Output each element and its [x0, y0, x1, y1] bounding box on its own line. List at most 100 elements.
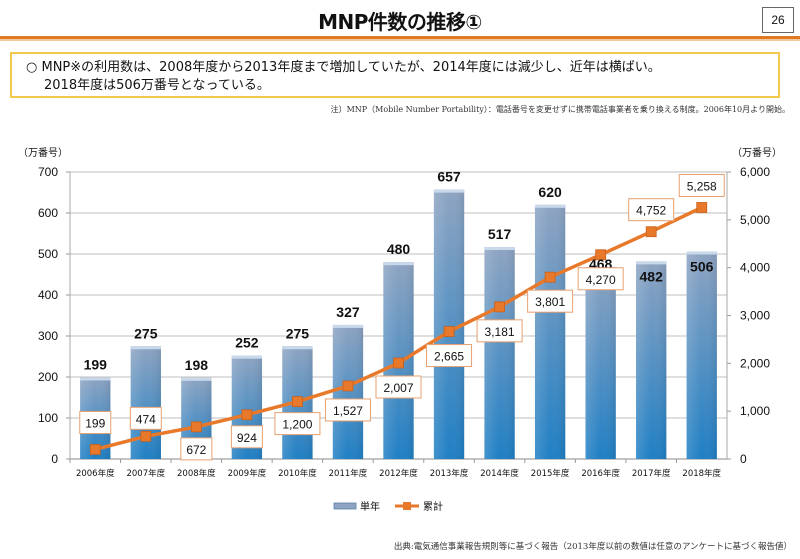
bar-value-label: 198 [185, 357, 209, 373]
bar-value-label: 517 [488, 226, 512, 242]
cumulative-value-label: 2,665 [434, 350, 464, 364]
x-tick-label: 2006年度 [76, 468, 115, 479]
cumulative-label-box [426, 344, 473, 368]
right-tick-label: 1,000 [740, 404, 770, 418]
left-tick-label: 300 [38, 329, 58, 343]
right-tick-label: 2,000 [740, 356, 770, 370]
bar-shine [636, 261, 667, 459]
cumulative-label-box [577, 267, 624, 291]
bar-value-label: 327 [336, 304, 360, 320]
cumulative-label-box [180, 437, 213, 461]
cumulative-label-box [628, 198, 675, 222]
x-tick-label: 2012年度 [379, 468, 418, 479]
x-tick-label: 2013年度 [430, 468, 469, 479]
cumulative-value-label: 5,258 [687, 179, 717, 193]
cumulative-marker [544, 271, 556, 283]
left-tick-label: 600 [38, 206, 58, 220]
cumulative-label-box [274, 412, 321, 436]
x-tick-label: 2011年度 [329, 468, 368, 479]
cumulative-value-label: 4,270 [586, 273, 616, 287]
bar-value-label: 480 [387, 241, 411, 257]
cumulative-marker [89, 444, 101, 455]
cumulative-marker [342, 380, 354, 392]
summary-line-1: ○ MNP※の利用数は、2008年度から2013年度まで増加していたが、2014… [26, 60, 661, 75]
bar-top-highlight [80, 377, 111, 381]
cumulative-value-label: 199 [85, 416, 105, 430]
summary-box: ○ MNP※の利用数は、2008年度から2013年度まで増加していたが、2014… [10, 52, 780, 98]
cumulative-value-label: 672 [186, 443, 206, 457]
cumulative-label-box [527, 289, 574, 313]
summary-line-2: 2018年度は506万番号となっている。 [44, 78, 270, 93]
bars [80, 189, 717, 459]
right-tick-label: 0 [740, 452, 747, 466]
cumulative-marker [494, 301, 505, 313]
cumulative-label-box [678, 173, 725, 197]
cumulative-marker [443, 326, 455, 337]
mnp-chart: （万番号） （万番号） 0 100 200 300 400 500 600 700 0 1,000… [18, 147, 782, 513]
x-tick-label: 2010年度 [278, 468, 317, 479]
bar-top-highlight [433, 189, 465, 193]
cumulative-marker [645, 226, 657, 238]
cumulative-value-label: 3,181 [485, 325, 515, 339]
legend-bar-swatch [333, 502, 357, 510]
right-axis-unit: （万番号） [732, 147, 782, 159]
bar-top-highlight [383, 262, 414, 266]
bar-shine [433, 189, 465, 459]
x-tick-label: 2008年度 [177, 468, 216, 479]
cumulative-label-box [324, 398, 371, 422]
cumulative-value-label: 4,752 [636, 204, 666, 218]
bar-top-highlight [181, 377, 212, 381]
bar-top-highlight [130, 346, 161, 350]
bar-value-label: 506 [690, 259, 714, 275]
right-tick-label: 5,000 [740, 213, 770, 227]
bar-value-label: 657 [437, 169, 461, 185]
cumulative-marker [241, 409, 253, 421]
left-tick-label: 200 [38, 370, 58, 384]
bar-shine [332, 324, 364, 459]
page-title: MNP件数の推移① [318, 10, 482, 34]
bar-shine [534, 204, 566, 459]
x-tick-label: 2009年度 [228, 468, 267, 479]
right-tick-label: 4,000 [740, 261, 770, 275]
cumulative-marker [393, 357, 404, 369]
left-tick-label: 700 [38, 165, 58, 179]
cumulative-marker [696, 202, 708, 213]
header-rule [0, 36, 800, 39]
legend-label-cumulative: 累計 [423, 500, 443, 513]
bar-value-label: 620 [538, 184, 562, 200]
bar-value-label: 275 [286, 325, 310, 341]
cumulative-value-label: 924 [237, 431, 257, 445]
bar-top-highlight [636, 261, 667, 265]
bar-top-highlight [534, 204, 566, 208]
cumulative-marker [140, 430, 152, 442]
right-tick-label: 3,000 [740, 309, 770, 323]
cumulative-marker [292, 396, 303, 408]
cumulative-marker [595, 249, 607, 261]
x-tick-label: 2018年度 [682, 468, 721, 479]
x-tick-label: 2016年度 [581, 468, 620, 479]
header-rule-shadow [0, 39, 800, 41]
bar-value-label: 482 [640, 268, 664, 284]
cumulative-value-label: 1,200 [282, 418, 312, 432]
legend-marker-swatch [403, 502, 411, 510]
left-tick-label: 400 [38, 288, 58, 302]
left-tick-label: 100 [38, 411, 58, 425]
left-tick-label: 0 [51, 452, 58, 466]
cumulative-label-box [230, 425, 263, 449]
legend: 単年 累計 [333, 500, 443, 513]
cumulative-label-box [476, 319, 523, 343]
bar-value-label: 199 [84, 356, 108, 372]
cumulative-line [89, 202, 708, 455]
axes: 0 100 200 300 400 500 600 700 0 1,000 2,000 3,000 4,… [38, 165, 770, 479]
x-tick-label: 2014年度 [480, 468, 519, 479]
bar-top-highlight [484, 247, 515, 251]
x-tick-label: 2017年度 [632, 468, 671, 479]
bar-top-highlight [686, 251, 717, 255]
bar-shine [686, 251, 717, 459]
cumulative-label-box [79, 410, 112, 434]
bar-shine [585, 267, 616, 459]
bar-value-label: 275 [134, 325, 158, 341]
cumulative-marker [190, 421, 202, 433]
bar-shine [130, 346, 161, 459]
footnote: 注）MNP（Mobile Number Portability）：電話番号を変更… [330, 105, 790, 114]
